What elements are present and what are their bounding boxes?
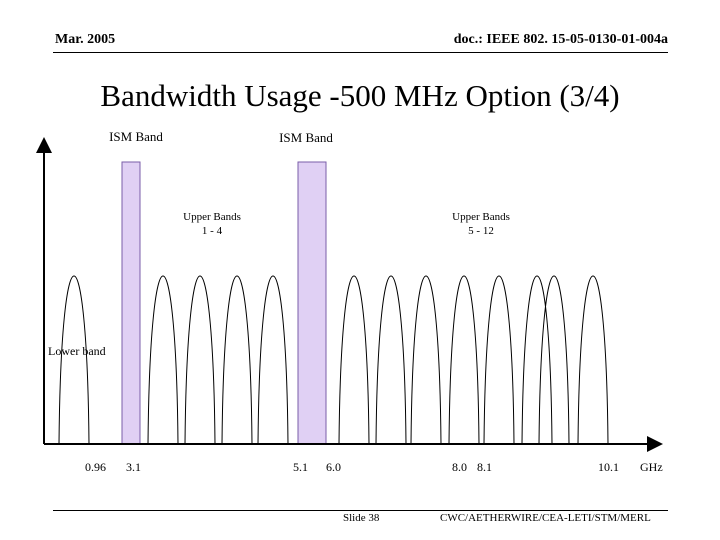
- upper-band-2-curve: [184, 275, 216, 445]
- tick-label: 10.1: [598, 460, 619, 474]
- upper-bands-2-range: 5 - 12: [468, 225, 494, 237]
- upper-band-11-curve: [538, 275, 570, 445]
- tick-label: 5.1: [293, 460, 308, 474]
- upper-band-4-curve: [257, 275, 289, 445]
- footer-authors: CWC/AETHERWIRE/CEA-LETI/STM/MERL: [440, 512, 651, 524]
- upper-bands-1-range: 1 - 4: [202, 225, 223, 237]
- ism-band-1-rect: [121, 161, 141, 445]
- axis-unit-label: GHz: [640, 460, 663, 474]
- header-date: Mar. 2005: [55, 32, 116, 47]
- header-doc-id: doc.: IEEE 802. 15-05-0130-01-004a: [453, 32, 668, 47]
- footer-slide-number: Slide 38: [343, 512, 380, 524]
- ism-band-2-label: ISM Band: [279, 130, 333, 145]
- upper-band-12-curve: [577, 275, 609, 445]
- ism-band-2-rect: [297, 161, 327, 445]
- header-rule: [53, 52, 668, 53]
- upper-band-7-curve: [410, 275, 442, 445]
- lower-band-label: Lower band: [48, 344, 106, 358]
- lower-band-curve: [58, 275, 90, 445]
- upper-band-10-curve: [521, 275, 553, 445]
- upper-band-3-curve: [221, 275, 253, 445]
- upper-bands-1-label: Upper Bands: [183, 211, 241, 223]
- tick-label: 0.96: [85, 460, 106, 474]
- upper-band-5-curve: [338, 275, 370, 445]
- tick-label: 3.1: [126, 460, 141, 474]
- tick-label: 8.0: [452, 460, 467, 474]
- upper-band-9-curve: [483, 275, 515, 445]
- tick-label: 8.1: [477, 460, 492, 474]
- tick-label: 6.0: [326, 460, 341, 474]
- upper-band-1-curve: [147, 275, 179, 445]
- footer-rule: [53, 510, 668, 511]
- upper-band-6-curve: [375, 275, 407, 445]
- upper-bands-2-label: Upper Bands: [452, 211, 510, 223]
- upper-band-8-curve: [448, 275, 480, 445]
- slide-title: Bandwidth Usage -500 MHz Option (3/4): [100, 78, 620, 113]
- band-curves: [58, 275, 609, 445]
- ism-band-1-label: ISM Band: [109, 129, 163, 144]
